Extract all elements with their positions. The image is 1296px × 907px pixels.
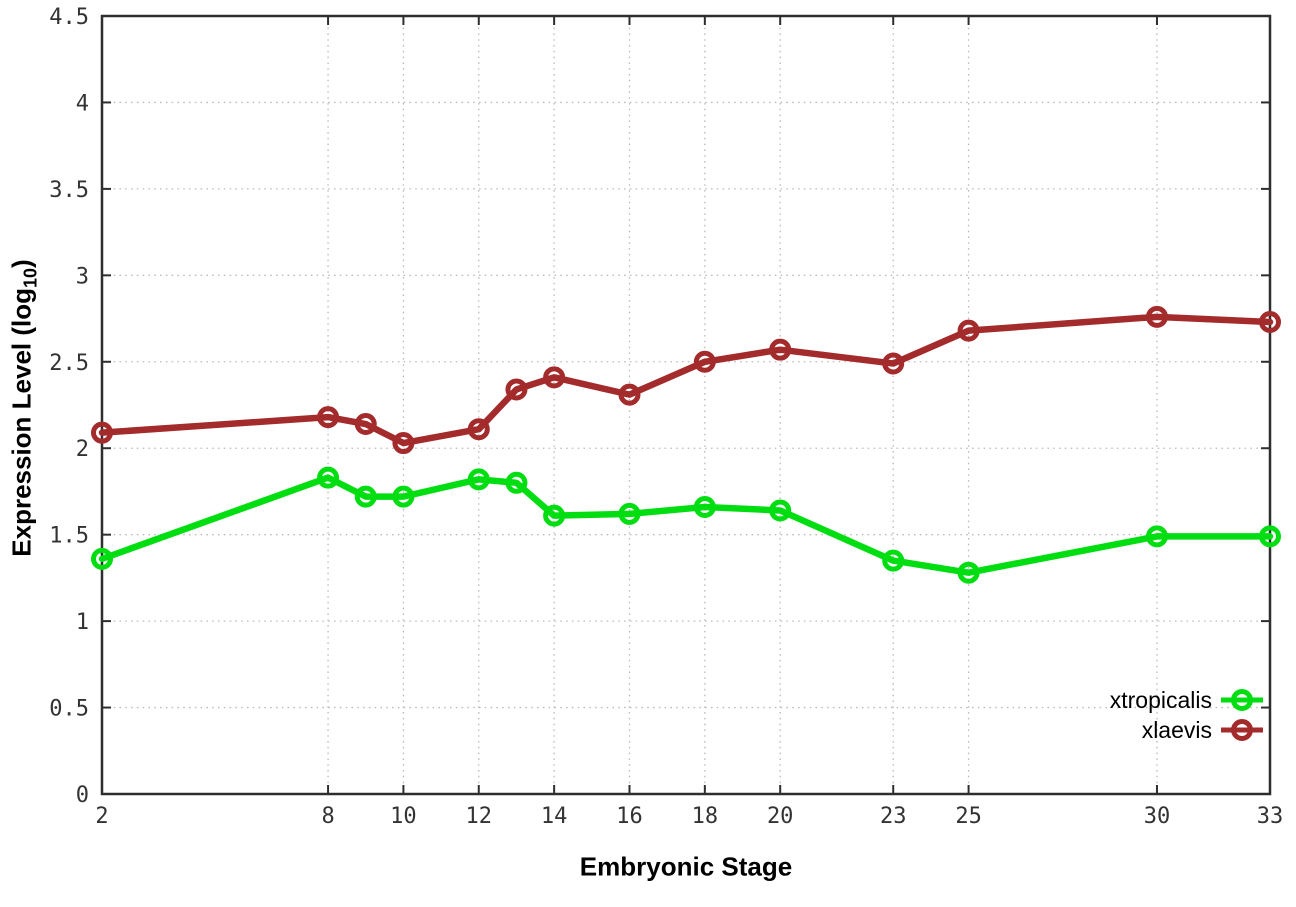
x-tick-label: 12 bbox=[466, 804, 493, 829]
x-tick-label: 8 bbox=[321, 804, 334, 829]
legend: xtropicalis xlaevis bbox=[1110, 685, 1263, 745]
x-tick-label: 33 bbox=[1257, 804, 1284, 829]
data-point-xtropicalis bbox=[882, 549, 905, 572]
y-axis-title-sub: 10 bbox=[20, 267, 41, 288]
x-tick-label: 25 bbox=[955, 804, 982, 829]
legend-label: xtropicalis bbox=[1109, 686, 1212, 713]
data-point-xlaevis bbox=[769, 338, 792, 361]
x-tick-label: 2 bbox=[95, 804, 108, 829]
y-axis-title-end: ) bbox=[6, 259, 37, 268]
series-line-xtropicalis bbox=[98, 474, 1274, 576]
y-tick-label: 0.5 bbox=[49, 697, 89, 722]
data-point-xlaevis bbox=[543, 366, 566, 389]
y-tick-label: 1.5 bbox=[49, 524, 89, 549]
series-line-xlaevis bbox=[98, 313, 1274, 447]
data-point-xtropicalis bbox=[543, 504, 566, 527]
x-tick-label: 14 bbox=[541, 804, 568, 829]
legend-item-xtropicalis: xtropicalis bbox=[1110, 685, 1263, 715]
data-point-xlaevis bbox=[957, 319, 980, 342]
x-tick-label: 18 bbox=[692, 804, 719, 829]
data-point-xlaevis bbox=[505, 378, 528, 401]
data-point-xlaevis bbox=[91, 421, 113, 444]
data-point-xtropicalis bbox=[317, 466, 340, 489]
y-tick-label: 2.5 bbox=[49, 351, 89, 376]
y-tick-label: 4 bbox=[76, 91, 89, 116]
data-point-xlaevis bbox=[882, 352, 905, 375]
data-point-xtropicalis bbox=[91, 547, 113, 570]
y-axis-title-main: Expression Level (log bbox=[6, 287, 37, 557]
line-circle-marker-icon bbox=[1221, 719, 1263, 741]
data-point-xlaevis bbox=[618, 383, 641, 406]
data-point-xlaevis bbox=[1145, 305, 1168, 328]
y-tick-label: 0 bbox=[76, 783, 89, 808]
x-tick-label: 30 bbox=[1144, 804, 1171, 829]
data-point-xtropicalis bbox=[1259, 525, 1281, 548]
data-point-xtropicalis bbox=[957, 561, 980, 584]
x-tick-label: 16 bbox=[616, 804, 643, 829]
y-axis-title: Expression Level (log10) bbox=[6, 259, 41, 556]
y-tick-label: 1 bbox=[76, 610, 89, 635]
data-point-xtropicalis bbox=[392, 485, 415, 508]
y-tick-label: 4.5 bbox=[49, 5, 89, 30]
line-circle-marker-icon bbox=[1221, 689, 1263, 711]
legend-label: xlaevis bbox=[1141, 716, 1212, 743]
y-tick-label: 3 bbox=[76, 264, 89, 289]
data-point-xtropicalis bbox=[1145, 525, 1168, 548]
data-point-xlaevis bbox=[1259, 311, 1281, 334]
x-tick-label: 23 bbox=[880, 804, 907, 829]
data-point-xtropicalis bbox=[505, 471, 528, 494]
legend-item-xlaevis: xlaevis bbox=[1110, 715, 1263, 745]
data-point-xtropicalis bbox=[354, 485, 377, 508]
data-point-xtropicalis bbox=[618, 502, 641, 525]
y-tick-label: 3.5 bbox=[49, 178, 89, 203]
data-point-xlaevis bbox=[693, 350, 716, 373]
y-tick-label: 2 bbox=[76, 437, 89, 462]
x-tick-label: 10 bbox=[390, 804, 417, 829]
plot-border bbox=[100, 14, 1272, 796]
data-point-xtropicalis bbox=[693, 496, 716, 519]
data-point-xtropicalis bbox=[769, 499, 792, 522]
x-axis-title: Embryonic Stage bbox=[579, 851, 793, 882]
data-point-xlaevis bbox=[392, 432, 415, 455]
data-point-xlaevis bbox=[354, 413, 377, 436]
data-point-xlaevis bbox=[467, 418, 490, 441]
data-point-xtropicalis bbox=[467, 468, 490, 491]
x-tick-label: 20 bbox=[767, 804, 794, 829]
data-point-xlaevis bbox=[317, 406, 340, 429]
